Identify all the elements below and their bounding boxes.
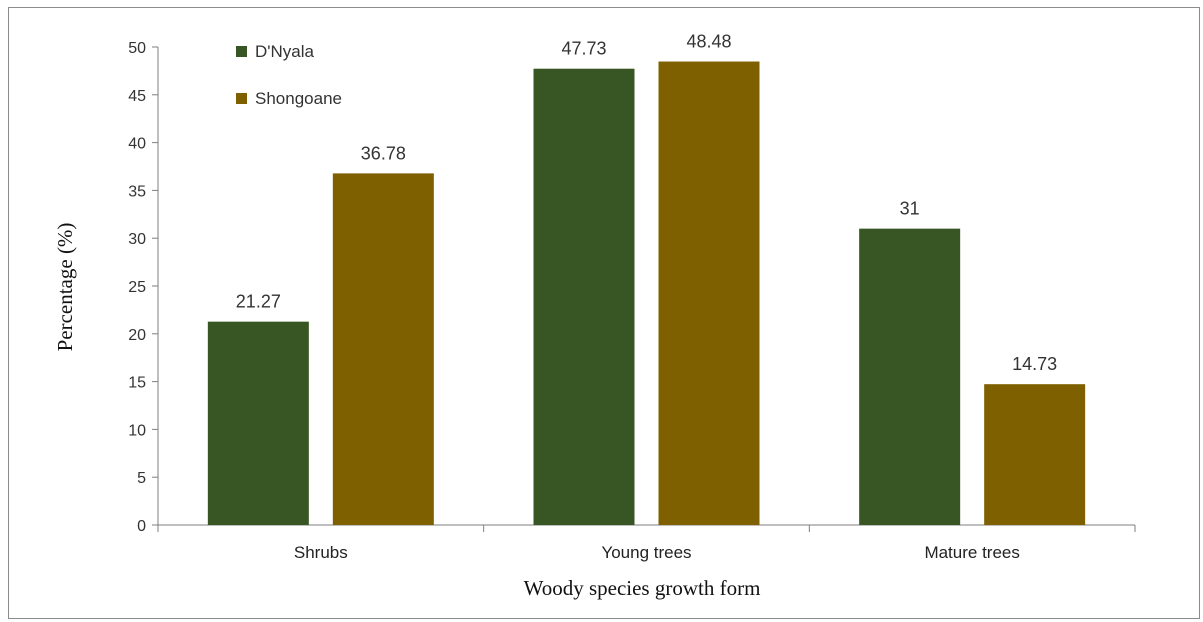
legend-label-dnyala: D'Nyala [255,42,315,61]
category-label: Shrubs [294,543,348,562]
y-tick-label: 10 [128,422,146,439]
data-label: 31 [900,199,920,219]
y-tick-label: 40 [128,136,146,153]
bar [533,68,635,525]
legend-swatch-shongoane [236,93,247,104]
category-label: Young trees [601,543,691,562]
y-axis: 0 5 10 15 20 25 30 35 40 45 50 [128,40,159,535]
legend-label-shongoane: Shongoane [255,89,342,108]
bar [859,228,961,525]
y-tick-label: 45 [128,88,146,105]
bar [984,384,1086,525]
data-label: 47.73 [561,39,606,59]
data-label: 48.48 [686,32,731,52]
y-tick-label: 30 [128,231,146,248]
y-tick-label: 50 [128,40,146,57]
x-axis-title: Woody species growth form [524,576,761,600]
y-tick-label: 25 [128,279,146,296]
y-tick-label: 35 [128,183,146,200]
bar [658,61,760,526]
y-tick-label: 5 [137,470,146,487]
category-label: Mature trees [924,543,1019,562]
data-label: 21.27 [236,292,281,312]
bar [207,321,309,525]
y-tick-label: 20 [128,327,146,344]
bar [332,173,434,526]
x-axis: Shrubs Young trees Mature trees [157,524,1136,562]
y-tick-label: 0 [137,518,146,535]
data-label: 14.73 [1012,354,1057,374]
legend-swatch-dnyala [236,46,247,57]
bars [207,61,1086,526]
data-labels: 21.27 47.73 31 36.78 48.48 14.73 [236,32,1057,375]
legend: D'Nyala Shongoane [236,42,342,108]
y-axis-title: Percentage (%) [53,223,77,352]
y-tick-label: 15 [128,375,146,392]
data-label: 36.78 [361,143,406,163]
